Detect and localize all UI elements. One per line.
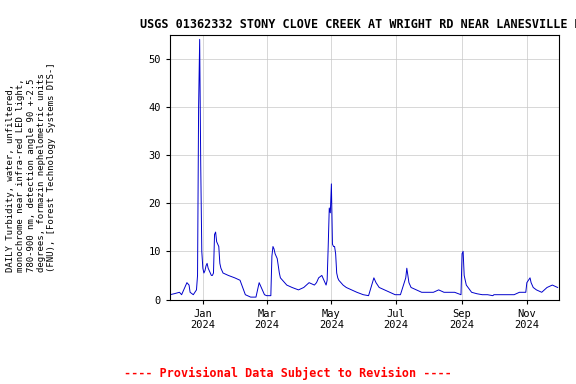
Text: DAILY Turbidity, water, unfiltered,
monochrome near infra-red LED light,
780-900: DAILY Turbidity, water, unfiltered, mono… (6, 62, 56, 272)
Text: ---- Provisional Data Subject to Revision ----: ---- Provisional Data Subject to Revisio… (124, 367, 452, 380)
Title: USGS 01362332 STONY CLOVE CREEK AT WRIGHT RD NEAR LANESVILLE NY: USGS 01362332 STONY CLOVE CREEK AT WRIGH… (140, 18, 576, 31)
